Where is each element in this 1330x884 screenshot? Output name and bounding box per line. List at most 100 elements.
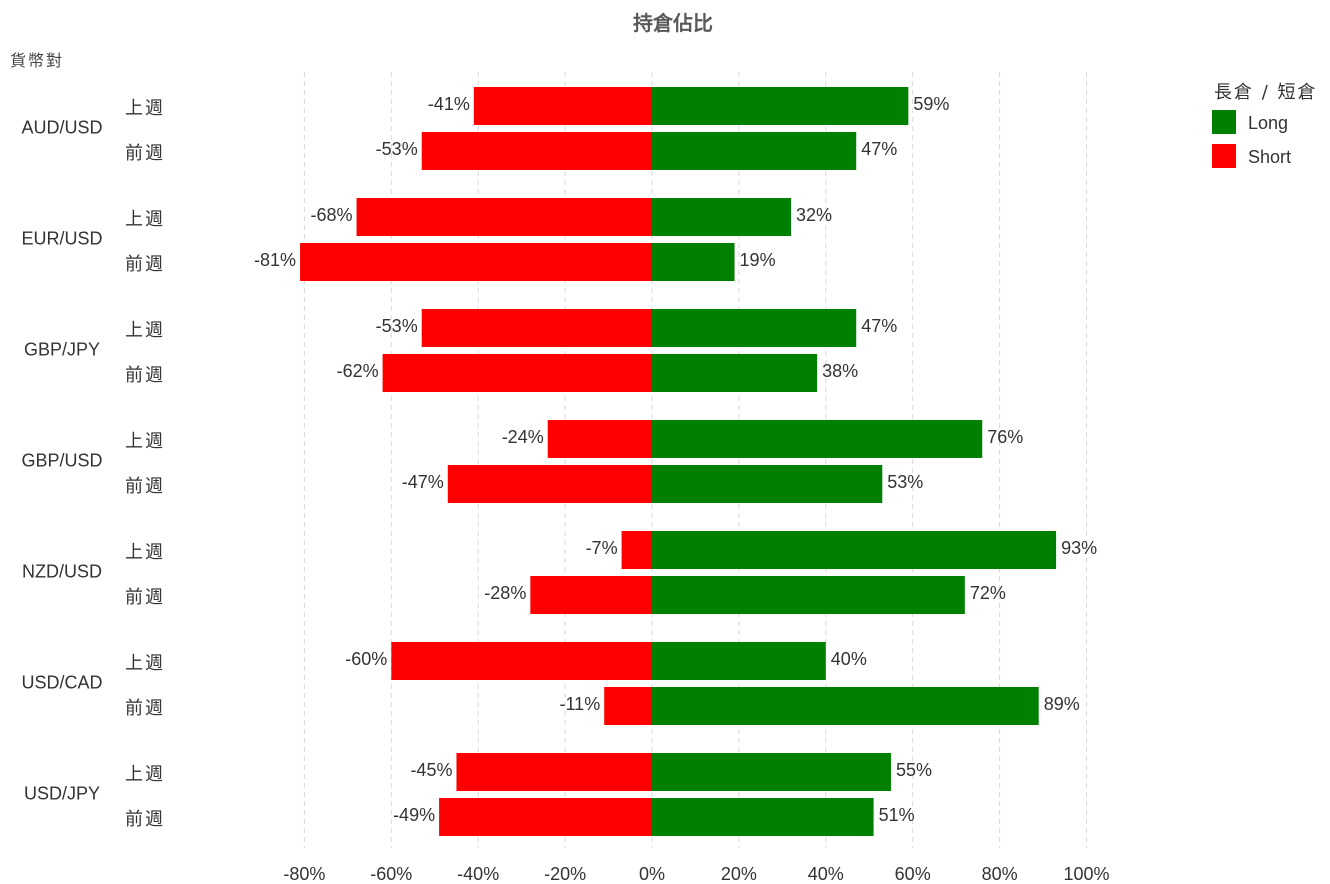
period-label: 上週 bbox=[125, 431, 165, 452]
bar-long bbox=[652, 354, 818, 392]
bar-short bbox=[356, 198, 652, 236]
data-label-long: 76% bbox=[987, 427, 1023, 447]
bar-long bbox=[652, 687, 1039, 725]
period-label: 上週 bbox=[125, 764, 165, 785]
data-label-short: -41% bbox=[428, 94, 470, 114]
legend: 長倉 / 短倉 Long Short bbox=[1212, 82, 1318, 168]
currency-pair-label: EUR/USD bbox=[21, 228, 102, 248]
bar-short bbox=[530, 576, 652, 614]
grid-lines bbox=[303, 72, 1087, 848]
bar-short bbox=[421, 309, 652, 347]
period-label: 前週 bbox=[125, 254, 165, 275]
period-label: 上週 bbox=[125, 653, 165, 674]
period-label: 上週 bbox=[125, 98, 165, 119]
data-label-short: -11% bbox=[560, 694, 601, 714]
data-label-short: -7% bbox=[586, 538, 618, 558]
bar-long bbox=[652, 753, 891, 791]
data-label-short: -53% bbox=[376, 139, 418, 159]
period-label: 前週 bbox=[125, 365, 165, 386]
x-tick-label: 40% bbox=[808, 864, 844, 884]
data-label-short: -49% bbox=[393, 805, 435, 825]
bar-short bbox=[447, 465, 652, 503]
bar-short bbox=[473, 87, 652, 125]
bar-short bbox=[382, 354, 652, 392]
period-label: 上週 bbox=[125, 209, 165, 230]
period-label: 上週 bbox=[125, 320, 165, 341]
x-tick-label: -60% bbox=[370, 864, 412, 884]
bar-short bbox=[456, 753, 652, 791]
bar-long bbox=[652, 198, 792, 236]
bar-long bbox=[652, 132, 857, 170]
bar-short bbox=[547, 420, 652, 458]
currency-pair-label: AUD/USD bbox=[21, 117, 102, 137]
currency-pair-label: NZD/USD bbox=[22, 561, 102, 581]
data-label-long: 47% bbox=[861, 316, 897, 336]
x-tick-label: 60% bbox=[895, 864, 931, 884]
data-label-short: -28% bbox=[484, 583, 526, 603]
data-label-short: -53% bbox=[376, 316, 418, 336]
period-label: 前週 bbox=[125, 809, 165, 830]
period-label: 前週 bbox=[125, 698, 165, 719]
y-axis-label: 貨幣對 bbox=[10, 51, 64, 70]
x-tick-label: -80% bbox=[283, 864, 325, 884]
bar-short bbox=[439, 798, 652, 836]
x-tick-label: 100% bbox=[1063, 864, 1109, 884]
data-label-long: 40% bbox=[831, 649, 867, 669]
period-label: 前週 bbox=[125, 587, 165, 608]
bar-short bbox=[391, 642, 652, 680]
period-label: 上週 bbox=[125, 542, 165, 563]
data-label-short: -62% bbox=[337, 361, 379, 381]
chart-title: 持倉佔比 bbox=[633, 11, 713, 35]
period-label: 前週 bbox=[125, 143, 165, 164]
data-label-long: 32% bbox=[796, 205, 832, 225]
bar-short bbox=[421, 132, 652, 170]
bar-short bbox=[621, 531, 652, 569]
data-label-long: 38% bbox=[822, 361, 858, 381]
x-axis-ticks: -80% -60% -40% -20% 0% 20% 40% 60% 80% 100% bbox=[283, 864, 1109, 884]
bars bbox=[300, 87, 1057, 836]
bar-short bbox=[300, 243, 652, 281]
row-labels: 上週前週AUD/USD上週前週EUR/USD上週前週GBP/JPY上週前週GBP… bbox=[21, 98, 165, 830]
data-label-short: -60% bbox=[345, 649, 387, 669]
bar-long bbox=[652, 465, 883, 503]
legend-title: 長倉 / 短倉 bbox=[1214, 82, 1318, 103]
data-label-long: 53% bbox=[887, 472, 923, 492]
data-label-long: 55% bbox=[896, 760, 932, 780]
bar-long bbox=[652, 576, 965, 614]
data-label-short: -45% bbox=[410, 760, 452, 780]
legend-label-long: Long bbox=[1248, 113, 1288, 133]
data-label-short: -81% bbox=[254, 250, 296, 270]
bar-long bbox=[652, 309, 857, 347]
data-labels: -41% 59% -53% 47% -68% 32% -81% 19% -53% 47% -62% 3… bbox=[254, 94, 1097, 825]
data-label-long: 19% bbox=[740, 250, 776, 270]
data-label-short: -47% bbox=[402, 472, 444, 492]
legend-swatch-short bbox=[1212, 144, 1236, 168]
bar-short bbox=[604, 687, 652, 725]
data-label-long: 59% bbox=[913, 94, 949, 114]
currency-pair-label: GBP/USD bbox=[21, 450, 102, 470]
bar-long bbox=[652, 642, 826, 680]
bar-long bbox=[652, 420, 983, 458]
x-tick-label: 20% bbox=[721, 864, 757, 884]
data-label-short: -68% bbox=[311, 205, 353, 225]
x-tick-label: -40% bbox=[457, 864, 499, 884]
period-label: 前週 bbox=[125, 476, 165, 497]
currency-pair-label: USD/CAD bbox=[21, 672, 102, 692]
bar-long bbox=[652, 798, 874, 836]
x-tick-label: 0% bbox=[639, 864, 665, 884]
data-label-long: 51% bbox=[879, 805, 915, 825]
x-tick-label: -20% bbox=[544, 864, 586, 884]
bar-long bbox=[652, 87, 909, 125]
bar-long bbox=[652, 531, 1057, 569]
x-tick-label: 80% bbox=[982, 864, 1018, 884]
data-label-long: 47% bbox=[861, 139, 897, 159]
data-label-short: -24% bbox=[502, 427, 544, 447]
bar-long bbox=[652, 243, 735, 281]
legend-swatch-long bbox=[1212, 110, 1236, 134]
data-label-long: 93% bbox=[1061, 538, 1097, 558]
currency-pair-label: GBP/JPY bbox=[24, 339, 100, 359]
legend-label-short: Short bbox=[1248, 147, 1291, 167]
data-label-long: 89% bbox=[1044, 694, 1080, 714]
data-label-long: 72% bbox=[970, 583, 1006, 603]
